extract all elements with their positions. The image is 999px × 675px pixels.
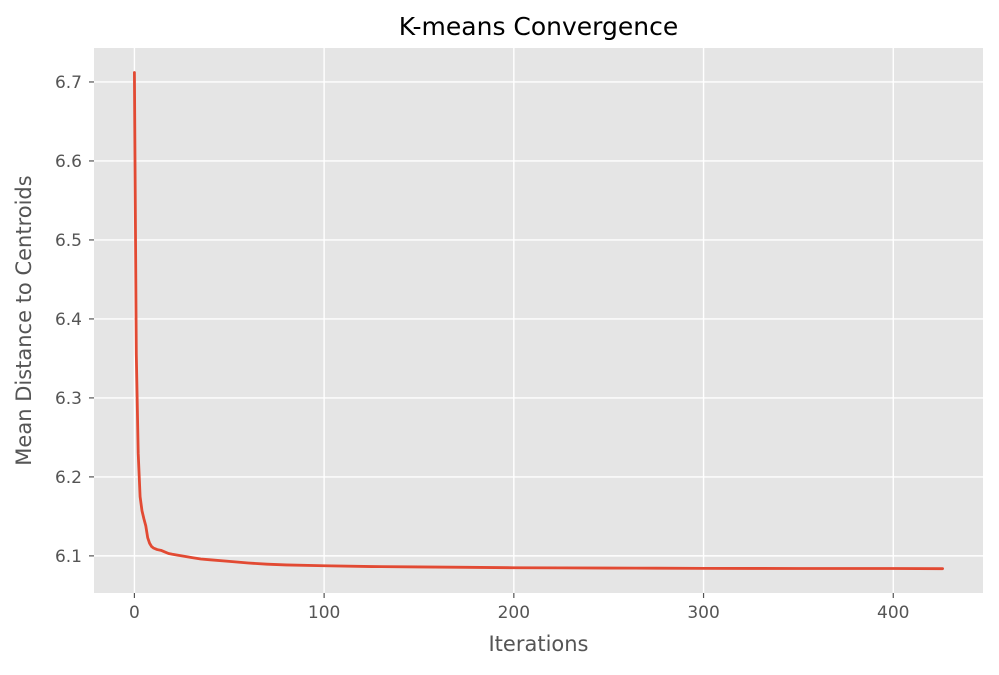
y-tick-label: 6.5 <box>55 231 82 251</box>
x-axis-ticks: 0 100 200 300 400 <box>129 593 909 623</box>
x-tick-label: 300 <box>687 603 719 623</box>
x-tick-label: 100 <box>308 603 340 623</box>
y-tick-label: 6.6 <box>55 152 82 172</box>
y-tick-label: 6.4 <box>55 310 82 330</box>
y-tick-label: 6.1 <box>55 547 82 567</box>
y-tick-label: 6.3 <box>55 389 82 409</box>
y-axis-label: Mean Distance to Centroids <box>12 175 36 465</box>
x-tick-label: 0 <box>129 603 140 623</box>
y-tick-label: 6.2 <box>55 468 82 488</box>
grid <box>94 48 983 593</box>
y-tick-label: 6.7 <box>55 73 82 93</box>
x-tick-label: 200 <box>498 603 530 623</box>
y-axis-ticks: 6.1 6.2 6.3 6.4 6.5 6.6 6.7 <box>55 73 94 567</box>
chart-title: K-means Convergence <box>399 12 679 41</box>
plot-background <box>94 48 983 593</box>
x-axis-label: Iterations <box>488 632 588 656</box>
series-line <box>133 71 944 571</box>
x-tick-label: 400 <box>877 603 909 623</box>
